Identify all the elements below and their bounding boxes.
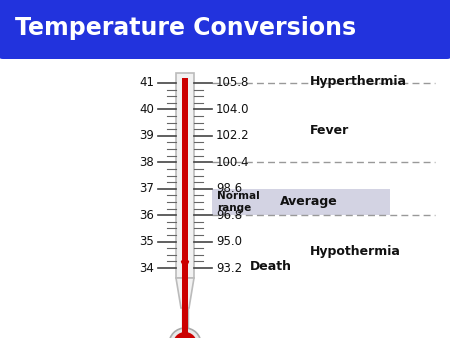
Text: 104.0: 104.0 (216, 103, 249, 116)
Bar (212, 189, 390, 215)
Text: Hyperthermia: Hyperthermia (310, 74, 407, 88)
Text: 35: 35 (139, 235, 154, 248)
Text: Hypothermia: Hypothermia (310, 245, 401, 258)
Text: 95.0: 95.0 (216, 235, 242, 248)
Text: 34: 34 (139, 262, 154, 274)
Text: 37: 37 (139, 182, 154, 195)
Text: 93.2: 93.2 (216, 262, 242, 274)
Bar (182, 78, 188, 338)
Text: Temperature Conversions: Temperature Conversions (15, 16, 356, 40)
Circle shape (169, 328, 201, 338)
Text: Normal
range: Normal range (217, 191, 260, 213)
Text: 36: 36 (139, 209, 154, 222)
Text: 102.2: 102.2 (216, 129, 250, 142)
Text: 98.6: 98.6 (216, 182, 242, 195)
Text: 96.8: 96.8 (216, 209, 242, 222)
Bar (176, 73, 194, 278)
Text: 41: 41 (139, 76, 154, 90)
FancyBboxPatch shape (0, 0, 450, 59)
Bar (3, 28, 447, 53)
Text: 100.4: 100.4 (216, 156, 249, 169)
Polygon shape (176, 278, 194, 308)
Text: 39: 39 (139, 129, 154, 142)
Text: 38: 38 (139, 156, 154, 169)
Text: Fever: Fever (310, 124, 349, 137)
Bar (182, 308, 188, 333)
Text: 105.8: 105.8 (216, 76, 249, 90)
Text: Death: Death (250, 260, 292, 272)
Text: Average: Average (280, 195, 338, 209)
Circle shape (173, 332, 197, 338)
Text: 40: 40 (139, 103, 154, 116)
